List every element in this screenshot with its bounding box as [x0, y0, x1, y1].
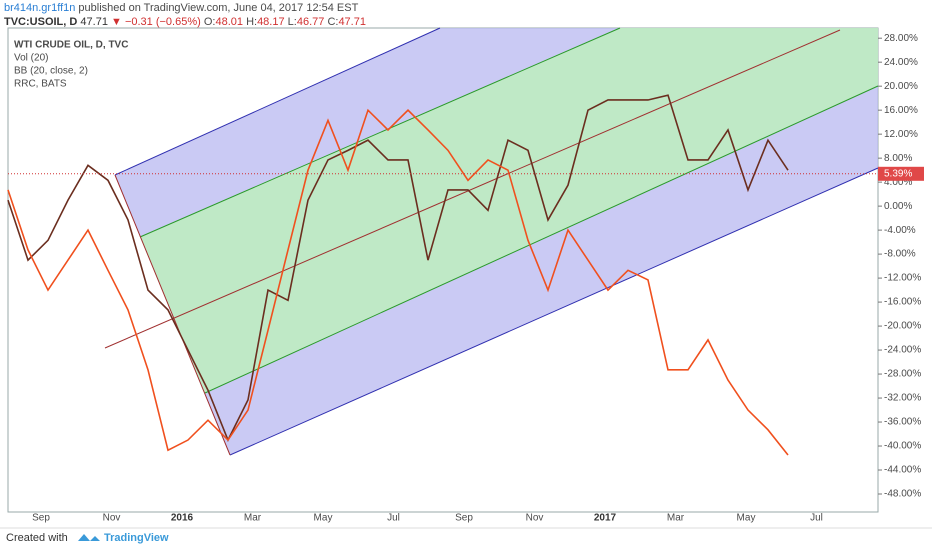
- y-tick-label: -40.00%: [884, 441, 921, 452]
- y-tick-label: -16.00%: [884, 297, 921, 308]
- legend-indicator: BB (20, close, 2): [14, 66, 88, 77]
- x-tick-label: May: [737, 513, 756, 524]
- y-tick-label: -32.00%: [884, 393, 921, 404]
- y-tick-label: 8.00%: [884, 153, 912, 164]
- x-tick-label: Nov: [526, 513, 544, 524]
- x-tick-label: Sep: [32, 513, 50, 524]
- legend-compare: RRC, BATS: [14, 79, 67, 90]
- y-tick-label: 16.00%: [884, 105, 918, 116]
- x-tick-label: 2016: [171, 513, 194, 524]
- ohlc-label: O:: [204, 16, 216, 28]
- series-line: [7, 108, 789, 456]
- x-tick-label: Nov: [103, 513, 121, 524]
- y-tick-label: -36.00%: [884, 417, 921, 428]
- y-tick-label: 28.00%: [884, 33, 918, 44]
- ohlc-value: 47.71: [338, 16, 366, 28]
- x-tick-label: 2017: [594, 513, 617, 524]
- footer-brand: TradingView: [104, 532, 169, 544]
- symbol: TVC:USOIL, D: [4, 16, 77, 28]
- x-tick-label: May: [314, 513, 333, 524]
- x-tick-label: Jul: [810, 513, 823, 524]
- channel-upper-line: [114, 27, 441, 176]
- x-tick-label: Mar: [244, 513, 262, 524]
- y-tick-label: -48.00%: [884, 489, 921, 500]
- last-value-label: 5.39%: [884, 168, 912, 179]
- x-tick-label: Jul: [387, 513, 400, 524]
- y-tick-label: 0.00%: [884, 201, 912, 212]
- channel-green-lower: [204, 85, 879, 394]
- channel-start: [114, 174, 231, 456]
- legend-indicator: Vol (20): [14, 53, 48, 64]
- legend-main: WTI CRUDE OIL, D, TVC: [14, 40, 128, 51]
- y-tick-label: -28.00%: [884, 369, 921, 380]
- ohlc-label: C:: [327, 16, 338, 28]
- last-value-box: [878, 166, 924, 181]
- y-tick-label: -44.00%: [884, 465, 921, 476]
- change: ▼ −0.31 (−0.65%): [111, 16, 201, 28]
- header-line: br414n.gr1ff1n published on TradingView.…: [4, 2, 359, 14]
- ohlc-label: H:: [246, 16, 257, 28]
- x-tick-label: Mar: [667, 513, 685, 524]
- y-tick-label: 12.00%: [884, 129, 918, 140]
- publisher: br414n.gr1ff1n: [4, 2, 75, 14]
- channel-middle: [104, 29, 841, 349]
- y-tick-label: -24.00%: [884, 345, 921, 356]
- series-line: [7, 94, 789, 442]
- x-tick-label: Sep: [455, 513, 473, 524]
- ohlc-value: 46.77: [297, 16, 325, 28]
- channel-lower-line: [229, 167, 879, 456]
- regression-channel: [104, 27, 879, 456]
- published: published on TradingView.com, June 04, 2…: [78, 2, 358, 14]
- y-tick-label: -12.00%: [884, 273, 921, 284]
- price: 47.71: [80, 16, 108, 28]
- y-tick-label: 24.00%: [884, 57, 918, 68]
- ohlc-value: 48.01: [215, 16, 243, 28]
- ohlc-label: L:: [288, 16, 297, 28]
- footer-created: Created with: [6, 532, 68, 544]
- y-tick-label: -20.00%: [884, 321, 921, 332]
- y-tick-label: -4.00%: [884, 225, 916, 236]
- symbol-line: TVC:USOIL, D 47.71 ▼ −0.31 (−0.65%) O:48…: [4, 16, 366, 28]
- ohlc-value: 48.17: [257, 16, 285, 28]
- channel-green-upper: [139, 27, 621, 238]
- y-tick-label: -8.00%: [884, 249, 916, 260]
- y-tick-label: 20.00%: [884, 81, 918, 92]
- channel-inner: [140, 28, 878, 393]
- y-tick-label: 4.00%: [884, 177, 912, 188]
- tv-logo: [78, 534, 100, 541]
